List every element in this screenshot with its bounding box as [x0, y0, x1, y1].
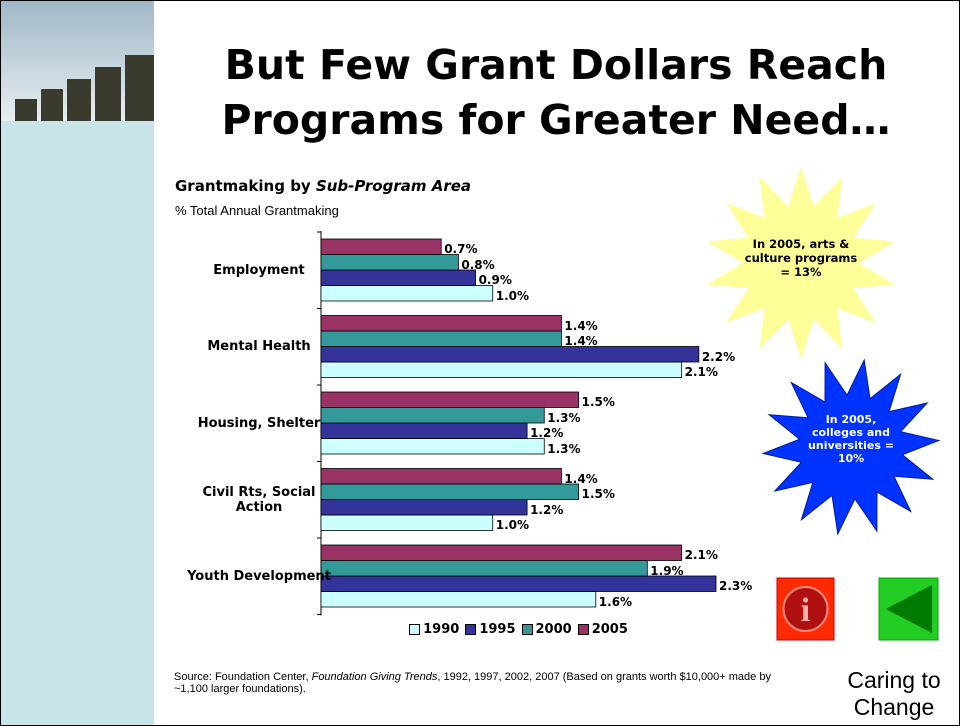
bar: [320, 575, 717, 592]
chart-title-text: Grantmaking by: [175, 177, 311, 195]
legend-swatch: [521, 624, 533, 635]
legend-label: 1990: [423, 622, 460, 637]
data-label: 0.9%: [478, 273, 512, 287]
legend-label: 2000: [535, 622, 572, 637]
callout-text: In 2005, arts & culture programs = 13%: [744, 237, 858, 279]
coin-stacks: [15, 55, 154, 121]
callout-star: [707, 167, 895, 359]
slide-title: Programs for Greater Need…: [221, 96, 891, 144]
source-prefix: Source: Foundation Center,: [174, 671, 309, 683]
data-label: 1.4%: [564, 334, 598, 348]
source-italic: Foundation Giving Trends: [311, 671, 438, 683]
data-label: 1.4%: [564, 471, 598, 486]
bar: [320, 330, 562, 347]
bar: [320, 254, 459, 271]
legend-item: 1990: [409, 622, 459, 637]
data-label: 2.1%: [684, 365, 718, 379]
bar: [320, 438, 545, 455]
source-suffix: , 1992, 1997, 2002, 2007 (Based on grant…: [174, 671, 771, 695]
chart-subtitle: % Total Annual Grantmaking: [175, 203, 339, 218]
bar: [320, 422, 528, 439]
data-label: 1.6%: [598, 594, 633, 609]
bar: [320, 544, 683, 561]
y-tick-label: Housing, Shelter: [197, 415, 321, 431]
y-tick-label: Civil Rts, Social Action: [202, 484, 316, 515]
data-label: 1.5%: [581, 395, 615, 409]
chart-title-italic: Sub-Program Area: [315, 177, 472, 195]
data-label: 1.9%: [650, 563, 684, 578]
bar: [320, 514, 494, 531]
data-label: 1.2%: [530, 426, 564, 440]
y-tick-label: Youth Development: [187, 568, 331, 584]
bar: [320, 315, 562, 332]
bar: [320, 468, 562, 485]
data-label: 1.3%: [547, 441, 581, 456]
data-label: 1.5%: [581, 487, 615, 501]
bar: [320, 560, 648, 577]
sidebar: [1, 1, 154, 725]
source-note: Source: Foundation Center, Foundation Gi…: [174, 671, 804, 695]
callout-star: [761, 358, 941, 536]
slide-title: But Few Grant Dollars Reach: [224, 41, 888, 89]
data-label: 1.0%: [495, 288, 530, 303]
legend-swatch: [465, 624, 477, 635]
data-label: 0.8%: [461, 257, 495, 272]
legend-label: 2005: [591, 622, 628, 637]
legend-item: 2000: [521, 622, 572, 637]
back-arrow: [886, 585, 932, 633]
legend-item: 1995: [465, 622, 516, 637]
data-label: 2.2%: [701, 349, 736, 364]
legend: 1990 1995 2000 2005: [321, 622, 716, 637]
y-tick-label: Employment: [213, 262, 305, 278]
chart-title: Grantmaking by Sub-Program Area: [175, 177, 471, 195]
bar: [320, 483, 580, 500]
legend-item: 2005: [577, 622, 628, 637]
callout-text: In 2005, colleges and universities = 10%: [808, 413, 894, 465]
bar: [320, 407, 545, 424]
data-label: 0.7%: [444, 242, 478, 256]
legend-swatch: [409, 624, 421, 635]
bar: [320, 499, 528, 516]
bar: [320, 346, 700, 363]
data-label: 1.0%: [495, 518, 530, 532]
footer-tagline: Caring to Change: [847, 667, 941, 720]
legend-label: 1995: [479, 622, 516, 637]
data-label: 1.3%: [547, 410, 581, 425]
bar: [320, 361, 683, 378]
info-icon: [782, 586, 829, 632]
bar: [320, 591, 597, 608]
data-label: 2.3%: [719, 579, 753, 593]
y-tick-label: Mental Health: [207, 339, 311, 354]
info-glyph: i: [801, 592, 810, 629]
legend-swatch: [577, 624, 589, 635]
bar: [320, 285, 494, 302]
bar: [320, 269, 476, 286]
data-label: 1.4%: [564, 318, 598, 333]
data-label: 2.1%: [684, 548, 718, 562]
bar: [320, 391, 580, 408]
data-label: 1.2%: [530, 502, 564, 517]
bar: [320, 238, 442, 255]
